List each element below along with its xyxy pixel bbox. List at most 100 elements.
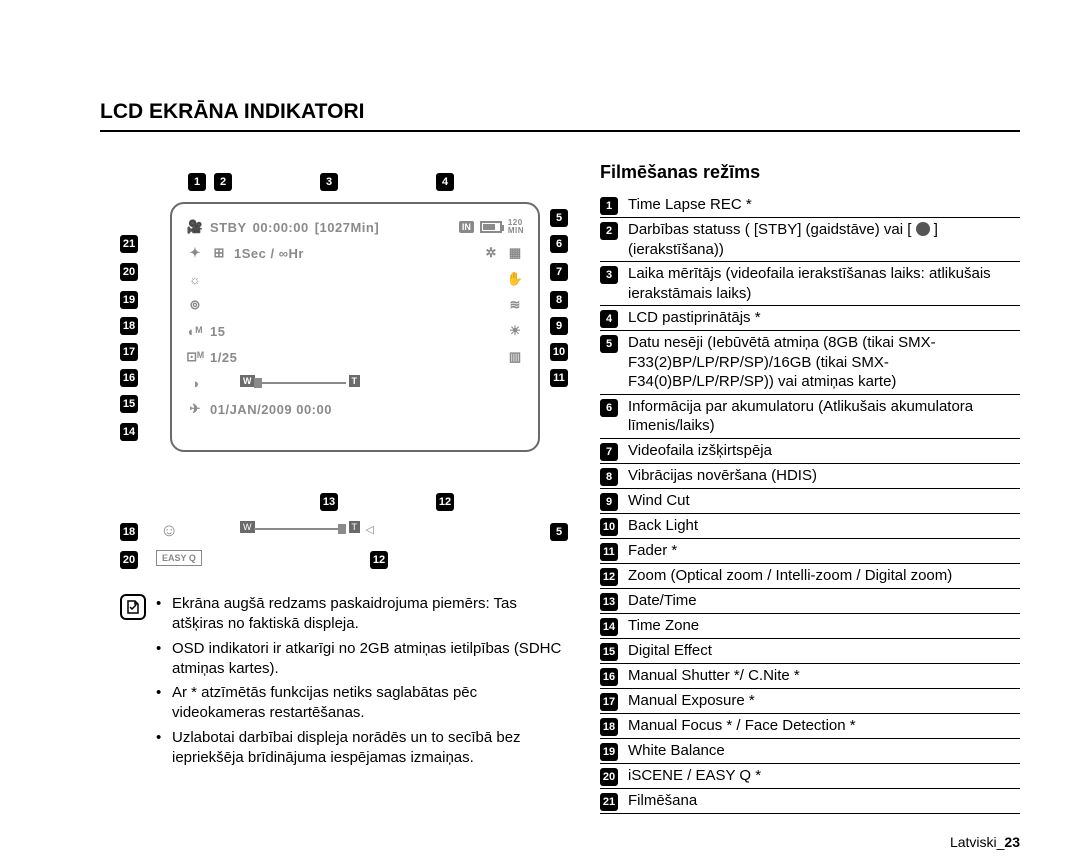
note-icon xyxy=(120,594,146,620)
def-number: 8 xyxy=(600,468,618,486)
callout-3: 3 xyxy=(320,173,338,191)
face-icon: ☺ xyxy=(160,520,178,541)
def-text: Wind Cut xyxy=(628,491,1020,511)
callout-19: 19 xyxy=(120,291,138,309)
callout-13: 13 xyxy=(320,493,338,511)
page-heading: LCD EKRĀNA INDIKATORI xyxy=(100,100,1020,132)
callout-17: 17 xyxy=(120,343,138,361)
definition-row: 2Darbības statuss ( [STBY] (gaidstāve) v… xyxy=(600,218,1020,262)
mini-diagram: 18 ☺ WT◁ 5 20 EASY Q 12 xyxy=(120,522,560,582)
iscene-icon: ✦ xyxy=(186,245,204,261)
callout-8: 8 xyxy=(550,291,568,309)
definition-row: 19 White Balance xyxy=(600,739,1020,764)
battery-icon xyxy=(480,221,502,233)
def-number: 6 xyxy=(600,399,618,417)
shutter-icon: ⊡ᴹ xyxy=(186,349,204,365)
definition-row: 5Datu nesēji (Iebūvētā atmiņa (8GB (tika… xyxy=(600,331,1020,395)
timezone-icon: ✈ xyxy=(186,401,204,417)
zoom-bar: WT xyxy=(240,378,360,388)
def-text: Manual Shutter */ C.Nite * xyxy=(628,666,1020,686)
def-number: 11 xyxy=(600,543,618,561)
def-text: Date/Time xyxy=(628,591,1020,611)
def-text: Filmēšana xyxy=(628,791,1020,811)
def-text: Time Zone xyxy=(628,616,1020,636)
def-text: LCD pastiprinātājs * xyxy=(628,308,1020,328)
def-number: 15 xyxy=(600,643,618,661)
battery-min: 120MIN xyxy=(508,219,524,235)
def-number: 2 xyxy=(600,222,618,240)
easyq-badge: EASY Q xyxy=(156,550,202,566)
footer-lang: Latviski_ xyxy=(950,834,1004,850)
windcut-icon: ≋ xyxy=(506,297,524,313)
def-number: 9 xyxy=(600,493,618,511)
callout-10: 10 xyxy=(550,343,568,361)
wb-icon: ☼ xyxy=(186,272,204,287)
backlight-icon: ☀ xyxy=(506,323,524,339)
mini-callout-5: 5 xyxy=(550,523,568,541)
def-number: 14 xyxy=(600,618,618,636)
note-item: Uzlabotai darbībai displeja norādēs un t… xyxy=(156,728,570,769)
mini-callout-18: 18 xyxy=(120,523,138,541)
definition-row: 10Back Light xyxy=(600,514,1020,539)
def-number: 20 xyxy=(600,768,618,786)
callout-18: 18 xyxy=(120,317,138,335)
definition-row: 8 Vibrācijas novēršana (HDIS) xyxy=(600,464,1020,489)
callout-14: 14 xyxy=(120,423,138,441)
def-number: 5 xyxy=(600,335,618,353)
definition-row: 12Zoom (Optical zoom / Intelli-zoom / Di… xyxy=(600,564,1020,589)
footer-page: 23 xyxy=(1004,834,1020,850)
definition-row: 14 Time Zone xyxy=(600,614,1020,639)
definition-row: 3 Laika mērītājs (videofaila ierakstīšana… xyxy=(600,262,1020,306)
callout-15: 15 xyxy=(120,395,138,413)
datetime-text: 01/JAN/2009 00:00 xyxy=(210,402,332,417)
def-number: 4 xyxy=(600,310,618,328)
callout-9: 9 xyxy=(550,317,568,335)
exposure-icon: ◐ᴹ xyxy=(186,324,204,339)
remain-time: [1027Min] xyxy=(315,220,379,235)
timelapse-icon: ⊞ xyxy=(210,245,228,261)
def-text: iSCENE / EASY Q * xyxy=(628,766,1020,786)
mini-callout-20: 20 xyxy=(120,551,138,569)
lcd-enhance-icon: ✲ xyxy=(482,245,500,261)
rec-time: 00:00:00 xyxy=(253,220,309,235)
definition-row: 16 Manual Shutter */ C.Nite * xyxy=(600,664,1020,689)
callout-20: 20 xyxy=(120,263,138,281)
def-text: Laika mērītājs (videofaila ierakstīšanas… xyxy=(628,264,1020,303)
def-number: 3 xyxy=(600,266,618,284)
callout-21: 21 xyxy=(120,235,138,253)
note-item: Ar * atzīmētās funkcijas netiks saglabāt… xyxy=(156,683,570,724)
def-number: 21 xyxy=(600,793,618,811)
note-item: Ekrāna augšā redzams paskaidrojuma piemē… xyxy=(156,594,570,635)
callout-5: 5 xyxy=(550,209,568,227)
def-text: Manual Focus * / Face Detection * xyxy=(628,716,1020,736)
mini-zoom-bar: WT◁ xyxy=(240,524,360,534)
def-text: Digital Effect xyxy=(628,641,1020,661)
def-number: 19 xyxy=(600,743,618,761)
mini-callout-12: 12 xyxy=(370,551,388,569)
lcd-diagram: 1 2 3 4 5 6 7 8 9 10 11 21 20 19 18 17 1… xyxy=(120,172,560,512)
callout-1: 1 xyxy=(188,173,206,191)
def-text: Vibrācijas novēršana (HDIS) xyxy=(628,466,1020,486)
definition-row: 13 Date/Time xyxy=(600,589,1020,614)
definition-row: 6Informācija par akumulatoru (Atlikušais… xyxy=(600,395,1020,439)
def-number: 18 xyxy=(600,718,618,736)
interval-text: 1Sec / ∞Hr xyxy=(234,246,304,261)
callout-16: 16 xyxy=(120,369,138,387)
def-text: Fader * xyxy=(628,541,1020,561)
page-footer: Latviski_23 xyxy=(950,834,1020,850)
focus-icon: ⊚ xyxy=(186,297,204,313)
def-text: White Balance xyxy=(628,741,1020,761)
record-dot-icon xyxy=(916,222,930,236)
def-text: Time Lapse REC * xyxy=(628,195,1020,215)
definition-row: 17Manual Exposure * xyxy=(600,689,1020,714)
camcorder-icon: 🎥 xyxy=(186,219,204,235)
definition-row: 21 Filmēšana xyxy=(600,789,1020,814)
def-text: Manual Exposure * xyxy=(628,691,1020,711)
def-number: 16 xyxy=(600,668,618,686)
callout-2: 2 xyxy=(214,173,232,191)
definition-row: 7Videofaila izšķirtspēja xyxy=(600,439,1020,464)
stby-label: STBY xyxy=(210,220,247,235)
definition-row: 15 Digital Effect xyxy=(600,639,1020,664)
callout-12: 12 xyxy=(436,493,454,511)
def-number: 13 xyxy=(600,593,618,611)
